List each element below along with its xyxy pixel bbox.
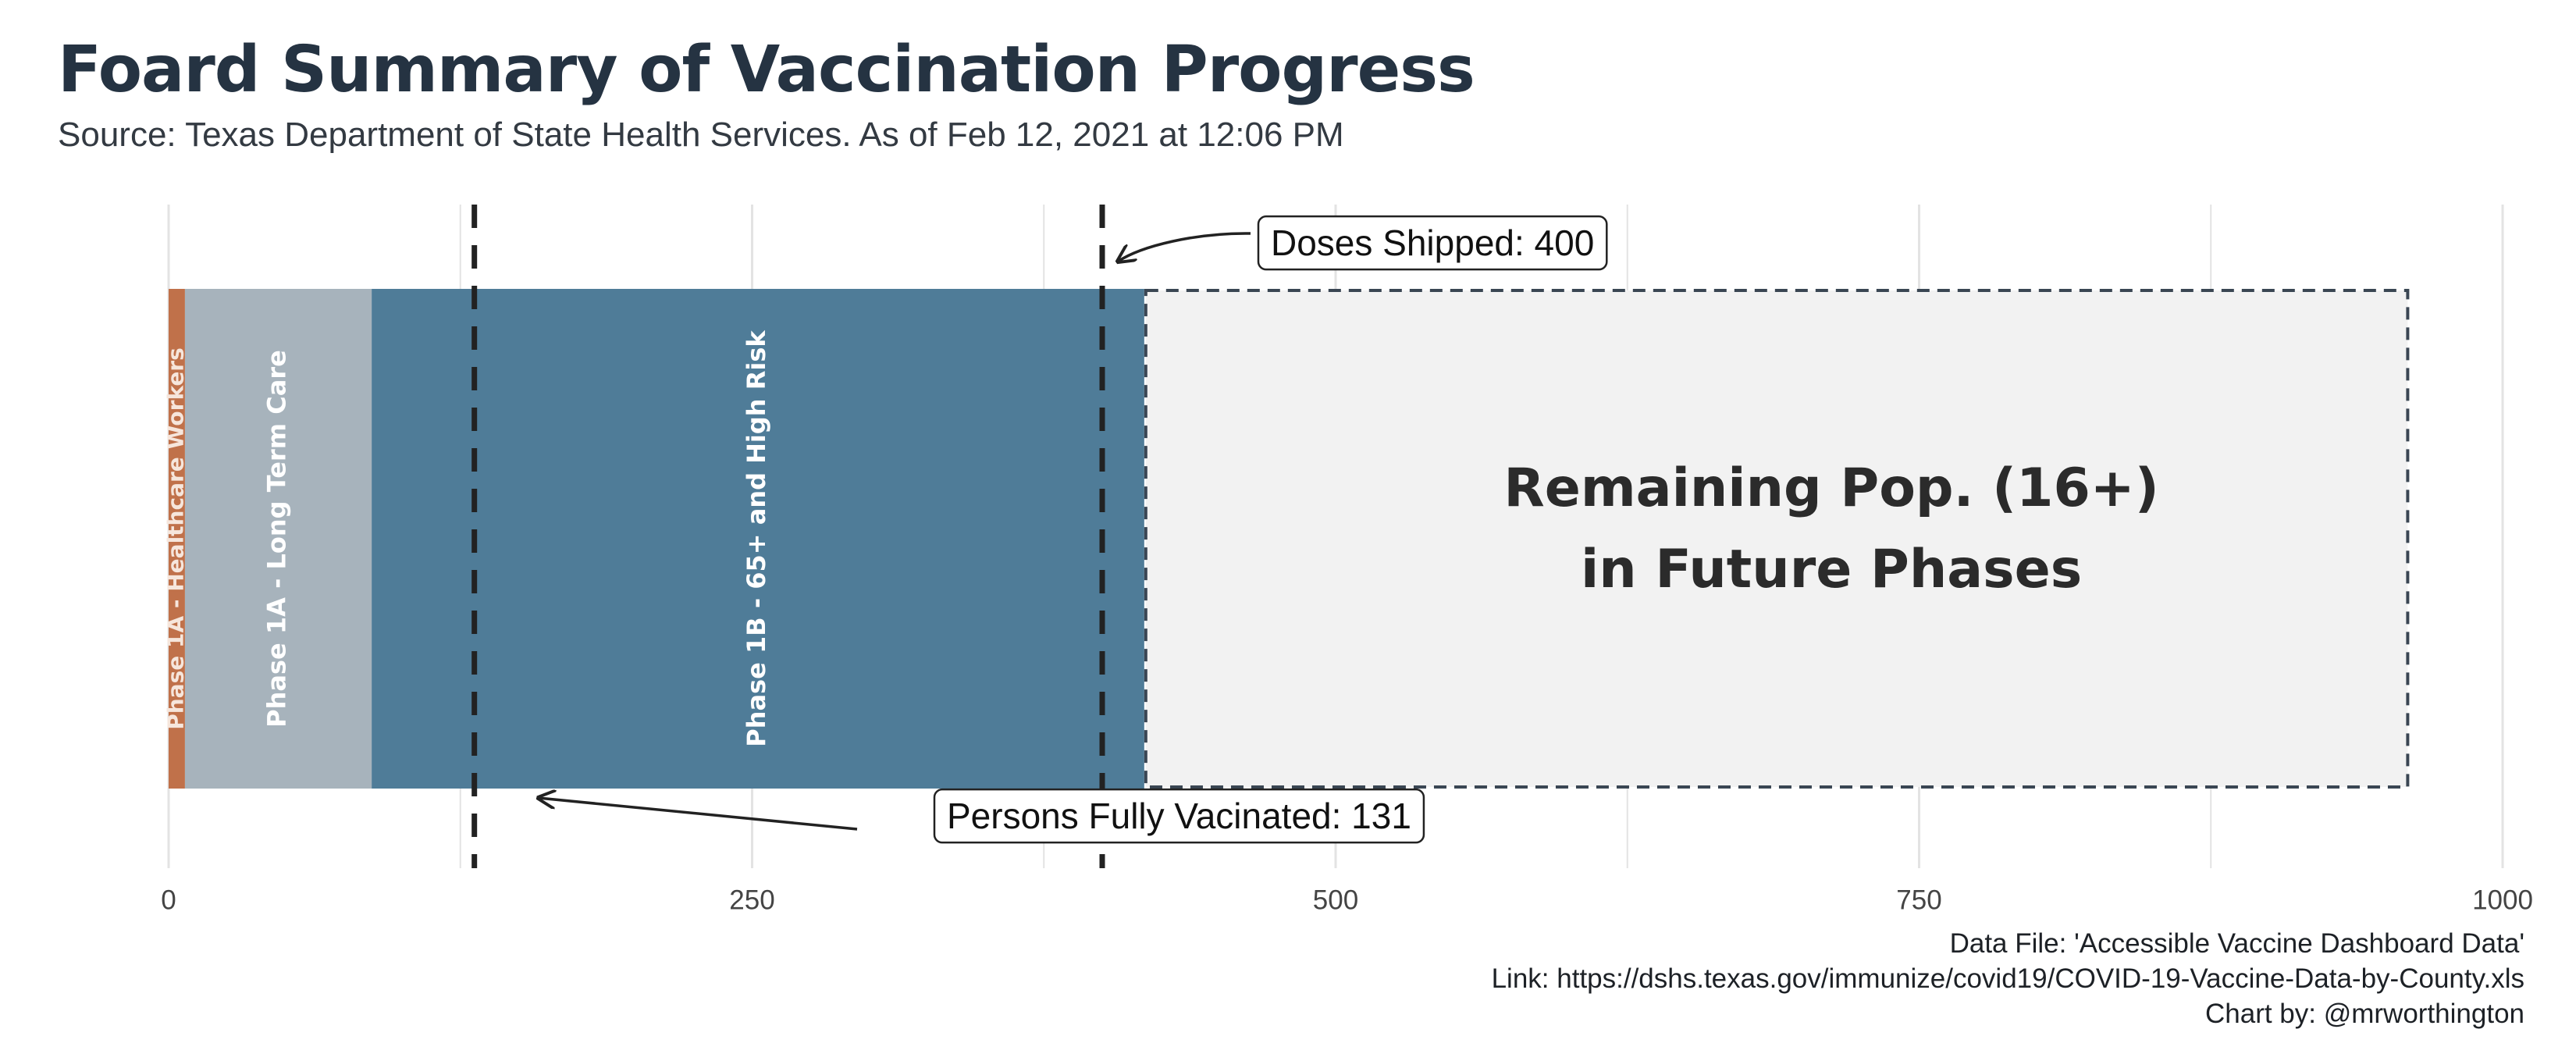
doses-shipped-arrow bbox=[1118, 232, 1251, 262]
segment-label: Phase 1A - Healthcare Workers bbox=[162, 347, 188, 730]
chart-title: Foard Summary of Vaccination Progress bbox=[58, 33, 1475, 107]
doses-shipped-label-box bbox=[1257, 215, 1608, 271]
bar-segment bbox=[169, 289, 185, 789]
persons-vaccinated-label-text: Persons Fully Vacinated: 131 bbox=[947, 796, 1411, 836]
bar-segments: Phase 1A - Healthcare Workers Phase 1A - … bbox=[162, 289, 2410, 789]
x-tick-label: 250 bbox=[729, 885, 774, 915]
x-axis-ticks: 0 250 500 750 1000 bbox=[161, 885, 2533, 915]
segment-label: Remaining Pop. (16+) in Future Phases bbox=[1503, 458, 2159, 600]
segment-label: Phase 1B - 65+ and High Risk bbox=[742, 330, 771, 747]
x-tick-label: 1000 bbox=[2472, 885, 2533, 915]
segment-label-line: in Future Phases bbox=[1581, 539, 2082, 600]
segment-label: Phase 1A - Long Term Care bbox=[262, 350, 292, 728]
chart-subtitle: Source: Texas Department of State Health… bbox=[58, 116, 1344, 154]
persons-vaccinated-label: Persons Fully Vacinated: 131 bbox=[933, 788, 1425, 844]
annotations: Doses Shipped: 400 Persons Fully Vacinate… bbox=[539, 215, 1608, 844]
segment-label-line: Remaining Pop. (16+) bbox=[1503, 458, 2159, 519]
bar-segment bbox=[1144, 289, 2410, 789]
caption-link: Link: https://dshs.texas.gov/immunize/co… bbox=[1491, 963, 2524, 994]
x-tick-label: 0 bbox=[161, 885, 176, 915]
persons-vaccinated-label-box bbox=[933, 788, 1425, 844]
caption-data-file: Data File: 'Accessible Vaccine Dashboard… bbox=[1949, 928, 2524, 959]
x-tick-label: 750 bbox=[1896, 885, 1941, 915]
doses-shipped-label: Doses Shipped: 400 bbox=[1257, 215, 1608, 271]
caption-author: Chart by: @mrworthington bbox=[2204, 999, 2524, 1029]
x-tick-label: 500 bbox=[1313, 885, 1358, 915]
persons-vaccinated-arrow bbox=[539, 798, 858, 831]
bar-segment bbox=[184, 289, 372, 789]
bar-segment bbox=[372, 289, 1144, 789]
reference-lines bbox=[471, 205, 1105, 868]
chart-caption: Data File: 'Accessible Vaccine Dashboard… bbox=[1492, 926, 2524, 1031]
doses-shipped-label-text: Doses Shipped: 400 bbox=[1271, 223, 1594, 263]
